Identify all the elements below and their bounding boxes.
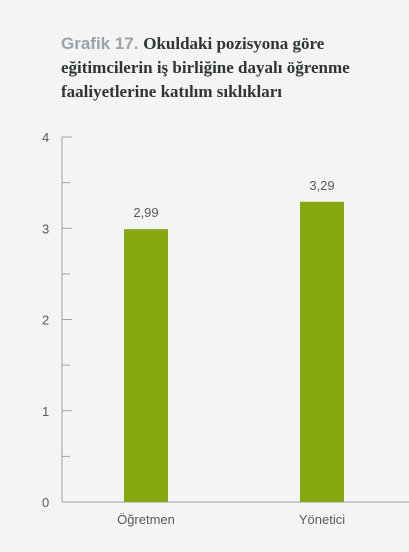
y-tick-label: 2 — [42, 313, 49, 328]
y-tick-label: 3 — [42, 221, 49, 236]
x-category-label: Yönetici — [299, 512, 345, 527]
chart-title: Grafik 17. Okuldaki pozisyona göre eğiti… — [61, 32, 406, 104]
x-category-label: Öğretmen — [117, 512, 175, 527]
bar — [300, 201, 344, 502]
chart-title-text: Okuldaki pozisyona göre eğitimcilerin iş… — [61, 34, 350, 101]
chart-number-label: Grafik 17. — [61, 34, 139, 53]
y-tick-label: 4 — [42, 130, 49, 145]
bar-value-label: 2,99 — [133, 205, 158, 220]
y-tick-label: 0 — [42, 495, 49, 510]
bar — [124, 229, 168, 502]
bar-value-label: 3,29 — [309, 178, 334, 193]
y-tick-label: 1 — [42, 404, 49, 419]
